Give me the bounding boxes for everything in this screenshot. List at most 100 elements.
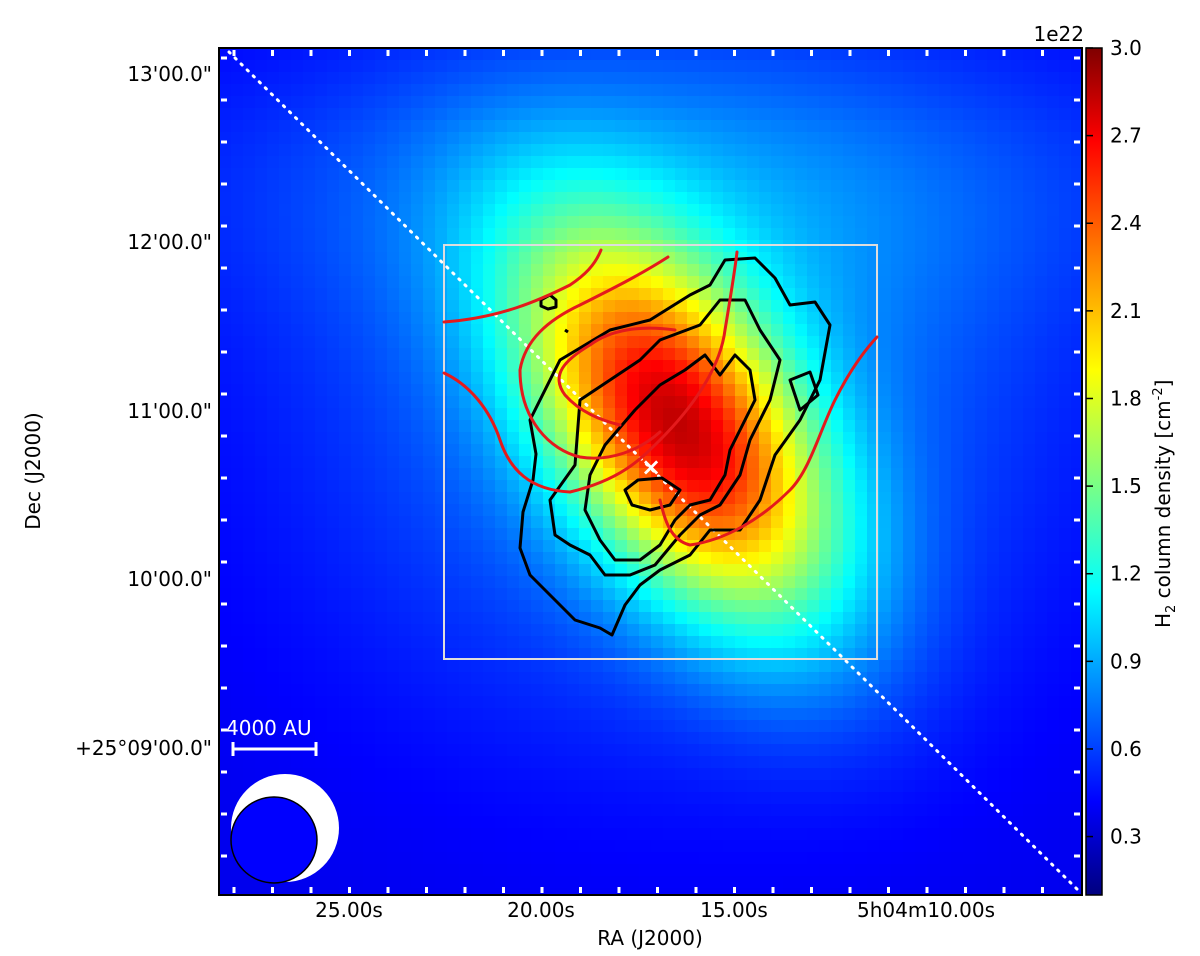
heatmap-pixel [783,588,796,601]
heatmap-pixel [519,96,532,109]
heatmap-pixel [279,108,292,121]
heatmap-pixel [387,864,400,877]
heatmap-pixel [987,252,1000,265]
heatmap-pixel [555,276,568,289]
heatmap-pixel [903,96,916,109]
heatmap-pixel [459,708,472,721]
heatmap-pixel [627,768,640,781]
heatmap-pixel [459,528,472,541]
heatmap-pixel [567,600,580,613]
heatmap-pixel [1023,708,1036,721]
heatmap-pixel [603,516,616,529]
heatmap-pixel [435,852,448,865]
heatmap-pixel [399,732,412,745]
heatmap-pixel [555,84,568,97]
heatmap-pixel [255,732,268,745]
heatmap-pixel [963,96,976,109]
heatmap-pixel [483,816,496,829]
heatmap-pixel [531,756,544,769]
heatmap-pixel [387,192,400,205]
heatmap-pixel [975,168,988,181]
heatmap-pixel [903,420,916,433]
heatmap-pixel [987,72,1000,85]
heatmap-pixel [255,492,268,505]
heatmap-pixel [507,480,520,493]
heatmap-pixel [987,696,1000,709]
heatmap-pixel [747,108,760,121]
heatmap-pixel [567,108,580,121]
heatmap-pixel [783,216,796,229]
heatmap-pixel [255,456,268,469]
heatmap-pixel [483,192,496,205]
heatmap-pixel [519,768,532,781]
heatmap-pixel [543,696,556,709]
heatmap-pixel [399,312,412,325]
heatmap-pixel [423,552,436,565]
heatmap-pixel [615,672,628,685]
heatmap-pixel [663,72,676,85]
heatmap-pixel [423,420,436,433]
heatmap-pixel [315,456,328,469]
heatmap-pixel [711,156,724,169]
heatmap-pixel [555,300,568,313]
heatmap-pixel [1071,408,1082,421]
heatmap-pixel [339,192,352,205]
heatmap-pixel [591,804,604,817]
heatmap-pixel [663,228,676,241]
heatmap-pixel [759,612,772,625]
heatmap-pixel [1035,852,1048,865]
heatmap-pixel [255,108,268,121]
heatmap-pixel [615,708,628,721]
heatmap-pixel [315,504,328,517]
heatmap-pixel [675,432,688,445]
heatmap-pixel [399,336,412,349]
heatmap-pixel [435,72,448,85]
heatmap-pixel [867,756,880,769]
heatmap-pixel [687,420,700,433]
heatmap-pixel [747,684,760,697]
heatmap-pixel [291,324,304,337]
heatmap-pixel [735,852,748,865]
heatmap-pixel [963,168,976,181]
heatmap-pixel [507,708,520,721]
heatmap-pixel [627,372,640,385]
heatmap-pixel [723,396,736,409]
heatmap-pixel [255,324,268,337]
heatmap-pixel [435,696,448,709]
heatmap-pixel [795,684,808,697]
heatmap-pixel [915,456,928,469]
heatmap-pixel [267,180,280,193]
heatmap-pixel [843,312,856,325]
heatmap-pixel [1047,576,1060,589]
heatmap-pixel [1047,168,1060,181]
heatmap-pixel [267,456,280,469]
heatmap-pixel [879,516,892,529]
heatmap-pixel [399,468,412,481]
heatmap-pixel [243,408,256,421]
heatmap-pixel [939,780,952,793]
heatmap-pixel [255,636,268,649]
heatmap-pixel [663,684,676,697]
heatmap-pixel [927,768,940,781]
heatmap-pixel [1035,732,1048,745]
heatmap-pixel [495,744,508,757]
heatmap-pixel [279,468,292,481]
heatmap-pixel [855,264,868,277]
heatmap-pixel [423,744,436,757]
heatmap-pixel [723,636,736,649]
heatmap-pixel [495,168,508,181]
heatmap-pixel [975,852,988,865]
heatmap-pixel [951,216,964,229]
heatmap-pixel [915,504,928,517]
heatmap-pixel [327,204,340,217]
heatmap-pixel [651,840,664,853]
heatmap-pixel [627,732,640,745]
heatmap-pixel [663,312,676,325]
heatmap-pixel [603,732,616,745]
heatmap-pixel [639,744,652,757]
heatmap-pixel [255,648,268,661]
heatmap-pixel [675,792,688,805]
heatmap-pixel [879,852,892,865]
heatmap-pixel [1047,408,1060,421]
heatmap-pixel [651,156,664,169]
